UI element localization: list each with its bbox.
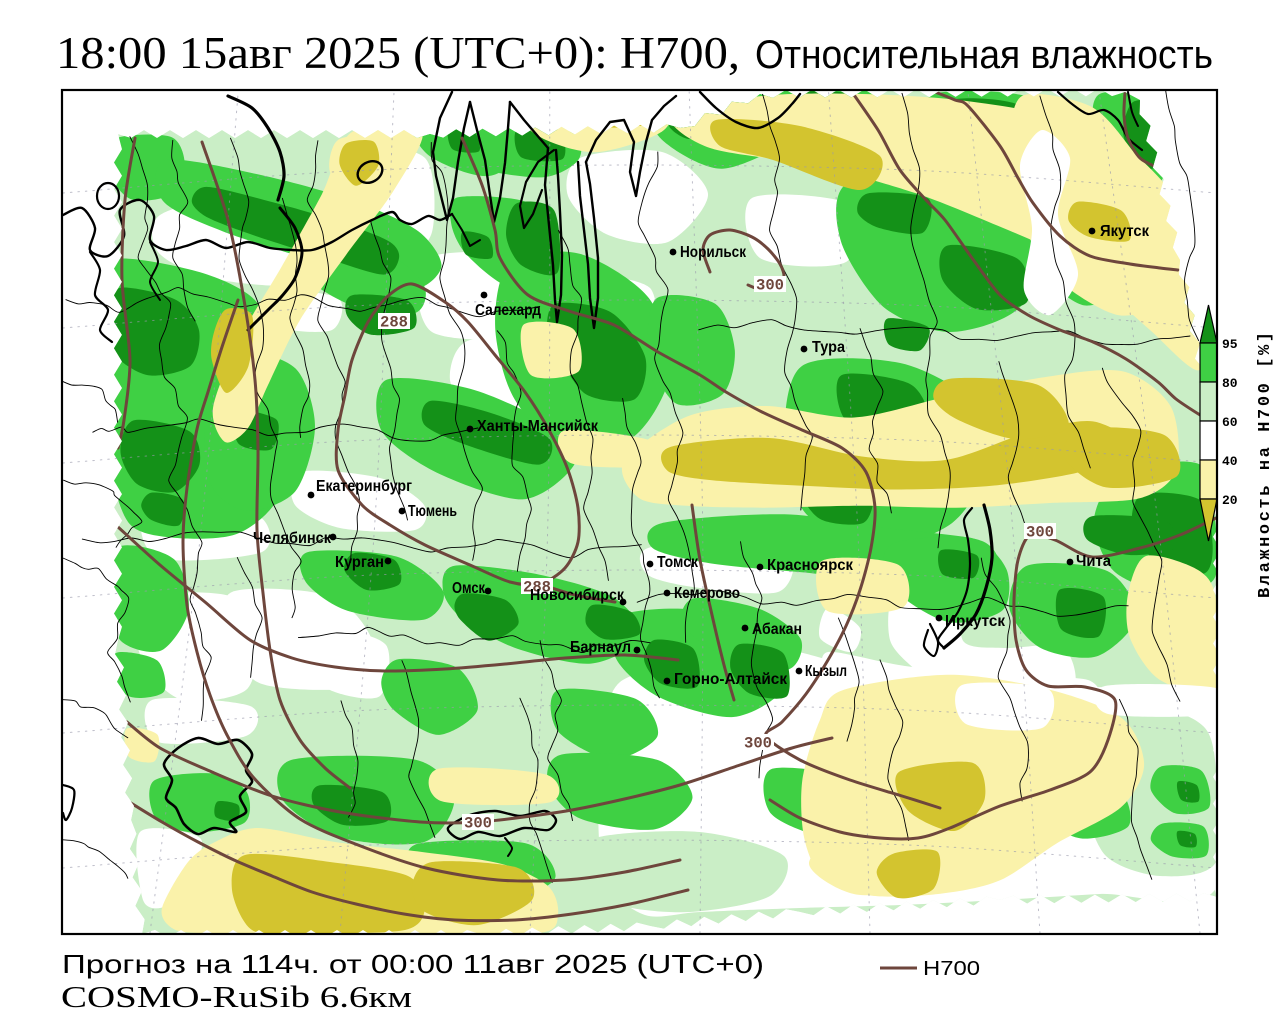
svg-text:COSMO-RuSib 6.6км: COSMO-RuSib 6.6км (61, 979, 412, 1014)
svg-text:Норильск: Норильск (680, 244, 747, 261)
svg-text:Челябинск: Челябинск (253, 530, 332, 547)
svg-text:288: 288 (380, 314, 408, 332)
svg-text:Чита: Чита (1076, 553, 1111, 570)
svg-text:95: 95 (1222, 337, 1238, 352)
svg-text:Кызыл: Кызыл (805, 663, 847, 680)
svg-text:Якутск: Якутск (1100, 223, 1150, 240)
svg-text:300: 300 (744, 735, 772, 753)
svg-text:Прогноз на 114ч. от 00:00 11ав: Прогноз на 114ч. от 00:00 11авг 2025 (UT… (62, 949, 764, 979)
svg-text:Екатеринбург: Екатеринбург (316, 478, 412, 495)
svg-text:40: 40 (1222, 454, 1238, 469)
svg-text:Кемерово: Кемерово (674, 585, 740, 602)
svg-text:80: 80 (1222, 376, 1238, 391)
svg-text:Иркутск: Иркутск (945, 613, 1006, 630)
svg-text:H700: H700 (923, 958, 980, 980)
svg-text:60: 60 (1222, 415, 1238, 430)
svg-text:300: 300 (756, 277, 784, 295)
svg-text:Абакан: Абакан (752, 621, 802, 638)
svg-text:Курган: Курган (335, 554, 384, 571)
svg-text:Барнаул: Барнаул (570, 639, 631, 656)
svg-text:Тура: Тура (812, 339, 845, 356)
svg-text:288: 288 (523, 579, 551, 597)
svg-text:20: 20 (1222, 493, 1238, 508)
svg-text:Тюмень: Тюмень (408, 503, 457, 520)
svg-text:300: 300 (464, 815, 492, 833)
svg-text:18:00 15авг 2025 (UTC+0): H700: 18:00 15авг 2025 (UTC+0): H700, (56, 28, 740, 78)
svg-text:Красноярск: Красноярск (767, 557, 854, 574)
svg-text:Влажность на H700 [%]: Влажность на H700 [%] (1256, 332, 1275, 598)
svg-text:300: 300 (1026, 524, 1054, 542)
svg-text:Салехард: Салехард (475, 302, 541, 319)
svg-text:Относительная влажность: Относительная влажность (755, 33, 1213, 77)
svg-text:Горно-Алтайск: Горно-Алтайск (674, 671, 788, 688)
svg-text:Новосибирск: Новосибирск (530, 587, 625, 604)
svg-text:Ханты-Мансийск: Ханты-Мансийск (477, 418, 599, 435)
svg-text:Томск: Томск (657, 554, 699, 571)
svg-text:Омск: Омск (452, 580, 486, 597)
